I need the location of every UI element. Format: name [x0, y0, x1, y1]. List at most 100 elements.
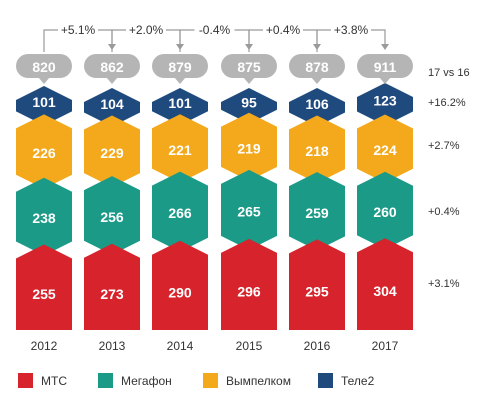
data-label-Теле2-2013: 104 — [100, 96, 124, 112]
data-label-Теле2-2012: 101 — [32, 94, 56, 110]
total-label-2016: 878 — [305, 59, 329, 75]
total-label-2012: 820 — [32, 59, 56, 75]
yoy-label-bg-2015 — [194, 22, 235, 36]
bar-segment-Мегафон-2012 — [16, 177, 72, 256]
legend: МТС Мегафон Вымпелком Теле2 — [0, 373, 478, 397]
x-tick-label-2017: 2017 — [372, 339, 399, 353]
yoy-label-bg-2014 — [126, 22, 166, 36]
bar-segment-Вымпелком-2013 — [84, 115, 140, 188]
data-label-Вымпелком-2013: 229 — [100, 145, 124, 161]
data-label-Мегафон-2012: 238 — [32, 210, 56, 226]
bar-segment-МТС-2013 — [84, 243, 140, 330]
total-label-2013: 862 — [100, 59, 124, 75]
bar-segment-Мегафон-2017 — [357, 171, 413, 250]
data-label-Мегафон-2013: 256 — [100, 209, 124, 225]
bar-segment-МТС-2016 — [289, 239, 345, 330]
total-bubble-2017 — [357, 54, 413, 78]
legend-label-vympelkom: Вымпелком — [226, 373, 291, 388]
data-label-Мегафон-2014: 266 — [168, 205, 192, 221]
bar-segment-Теле2-2016 — [289, 88, 345, 127]
data-label-Мегафон-2017: 260 — [373, 204, 397, 220]
bar-segment-Теле2-2014 — [152, 88, 208, 126]
data-label-МТС-2012: 255 — [32, 286, 56, 302]
data-label-Вымпелком-2012: 226 — [32, 145, 56, 161]
data-label-Вымпелком-2015: 219 — [237, 140, 261, 156]
x-tick-label-2012: 2012 — [31, 339, 58, 353]
series-change-Вымпелком: +2.7% — [428, 140, 460, 152]
bar-segment-Мегафон-2014 — [152, 171, 208, 252]
total-bubble-pointer-2017 — [379, 77, 391, 84]
x-tick-label-2013: 2013 — [99, 339, 126, 353]
legend-label-tele2: Теле2 — [341, 373, 375, 388]
legend-item-tele2: Теле2 — [318, 373, 374, 388]
data-label-Вымпелком-2014: 221 — [168, 142, 192, 158]
bar-segment-Мегафон-2016 — [289, 172, 345, 251]
data-label-Вымпелком-2016: 218 — [305, 143, 329, 159]
bar-segment-Вымпелком-2017 — [357, 114, 413, 183]
legend-label-mts: МТС — [41, 373, 67, 388]
bar-segment-МТС-2014 — [152, 240, 208, 330]
bar-segment-Теле2-2015 — [221, 88, 277, 124]
legend-swatch-megafon — [98, 373, 113, 388]
yoy-label-2013: +5.1% — [61, 23, 96, 37]
yoy-label-2014: +2.0% — [129, 23, 164, 37]
legend-item-vympelkom: Вымпелком — [203, 373, 291, 388]
legend-item-megafon: Мегафон — [98, 373, 172, 388]
bar-segment-МТС-2017 — [357, 238, 413, 330]
bar-segment-Теле2-2012 — [16, 86, 72, 126]
legend-swatch-vympelkom — [203, 373, 218, 388]
data-label-МТС-2016: 295 — [305, 284, 329, 300]
total-bubble-2013 — [84, 54, 140, 78]
series-change-МТС: +3.1% — [428, 278, 460, 290]
total-label-2017: 911 — [374, 59, 397, 75]
yoy-label-bg-2017 — [331, 22, 371, 36]
legend-label-megafon: Мегафон — [121, 373, 172, 388]
series-change-Теле2: +16.2% — [428, 97, 466, 109]
legend-item-mts: МТС — [18, 373, 67, 388]
data-label-МТС-2014: 290 — [168, 284, 192, 300]
x-tick-label-2015: 2015 — [236, 339, 263, 353]
data-label-Теле2-2014: 101 — [168, 95, 192, 111]
total-bubble-pointer-2016 — [311, 77, 323, 84]
yoy-label-bg-2016 — [263, 22, 303, 36]
bar-segment-Вымпелком-2016 — [289, 115, 345, 184]
yoy-label-2016: +0.4% — [266, 23, 301, 37]
bar-segment-Теле2-2013 — [84, 88, 140, 127]
legend-swatch-mts — [18, 373, 33, 388]
total-bubble-2014 — [152, 54, 208, 78]
bar-segment-Вымпелком-2014 — [152, 114, 208, 183]
data-label-МТС-2017: 304 — [373, 283, 397, 299]
series-change-Мегафон: +0.4% — [428, 206, 460, 218]
bar-segment-Вымпелком-2015 — [221, 112, 277, 181]
data-label-Мегафон-2016: 259 — [305, 205, 329, 221]
yoy-label-bg-2013 — [58, 22, 98, 36]
total-bubble-2016 — [289, 54, 345, 78]
bar-segment-Мегафон-2015 — [221, 169, 277, 250]
total-bubble-2015 — [221, 54, 277, 78]
total-bubble-2012 — [16, 54, 72, 78]
yoy-label-2015: -0.4% — [199, 23, 231, 37]
data-label-Теле2-2016: 106 — [305, 96, 329, 112]
bar-segment-МТС-2015 — [221, 238, 277, 330]
x-tick-label-2016: 2016 — [304, 339, 331, 353]
data-label-МТС-2013: 273 — [100, 286, 124, 302]
data-label-Теле2-2015: 95 — [241, 94, 257, 110]
bar-segment-Теле2-2017 — [357, 83, 413, 126]
data-label-Теле2-2017: 123 — [373, 93, 397, 109]
yoy-label-2017: +3.8% — [334, 23, 369, 37]
bar-segment-Вымпелком-2012 — [16, 114, 72, 189]
x-tick-label-2014: 2014 — [167, 339, 194, 353]
total-bubble-pointer-2013 — [106, 77, 118, 84]
data-label-МТС-2015: 296 — [237, 283, 261, 299]
legend-swatch-tele2 — [318, 373, 333, 388]
bar-segment-МТС-2012 — [16, 244, 72, 330]
comparison-heading: 17 vs 16 — [428, 67, 470, 79]
total-label-2014: 879 — [168, 59, 192, 75]
bar-segment-Мегафон-2013 — [84, 176, 140, 255]
data-label-Мегафон-2015: 265 — [237, 203, 261, 219]
total-label-2015: 875 — [237, 59, 261, 75]
total-bubble-pointer-2014 — [174, 77, 186, 84]
yoy-arrow-2017 — [381, 44, 389, 50]
data-label-Вымпелком-2017: 224 — [373, 142, 397, 158]
